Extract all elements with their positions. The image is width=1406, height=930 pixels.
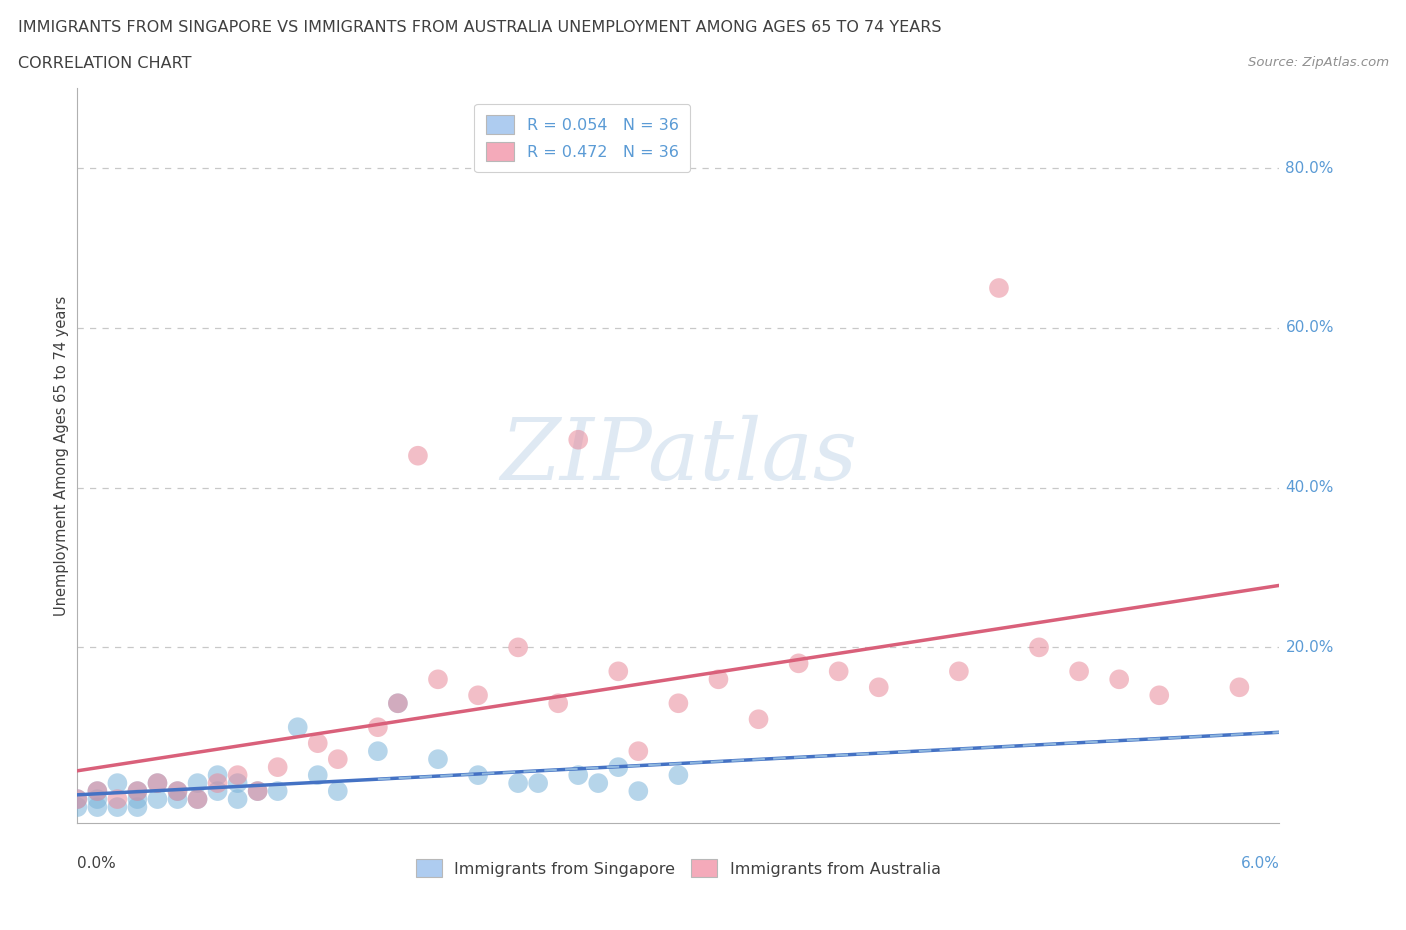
Text: Source: ZipAtlas.com: Source: ZipAtlas.com bbox=[1249, 56, 1389, 69]
Point bbox=[127, 791, 149, 806]
Point bbox=[107, 776, 129, 790]
Point bbox=[326, 751, 349, 766]
Point bbox=[367, 744, 389, 759]
Point bbox=[267, 784, 290, 799]
Point bbox=[988, 281, 1011, 296]
Point bbox=[567, 432, 589, 447]
Point bbox=[547, 696, 569, 711]
Point bbox=[307, 767, 329, 782]
Point bbox=[146, 791, 169, 806]
Text: CORRELATION CHART: CORRELATION CHART bbox=[18, 56, 191, 71]
Text: 20.0%: 20.0% bbox=[1285, 640, 1334, 655]
Point bbox=[267, 760, 290, 775]
Point bbox=[226, 791, 249, 806]
Text: IMMIGRANTS FROM SINGAPORE VS IMMIGRANTS FROM AUSTRALIA UNEMPLOYMENT AMONG AGES 6: IMMIGRANTS FROM SINGAPORE VS IMMIGRANTS … bbox=[18, 20, 942, 35]
Y-axis label: Unemployment Among Ages 65 to 74 years: Unemployment Among Ages 65 to 74 years bbox=[53, 296, 69, 616]
Point bbox=[627, 744, 650, 759]
Point bbox=[66, 800, 89, 815]
Point bbox=[107, 800, 129, 815]
Text: 0.0%: 0.0% bbox=[77, 857, 117, 871]
Point bbox=[326, 784, 349, 799]
Point bbox=[828, 664, 851, 679]
Point bbox=[166, 791, 188, 806]
Point bbox=[186, 791, 209, 806]
Legend: Immigrants from Singapore, Immigrants from Australia: Immigrants from Singapore, Immigrants fr… bbox=[408, 852, 949, 884]
Point bbox=[127, 784, 149, 799]
Point bbox=[1229, 680, 1251, 695]
Point bbox=[246, 784, 269, 799]
Point bbox=[146, 776, 169, 790]
Point bbox=[207, 767, 229, 782]
Point bbox=[387, 696, 409, 711]
Point bbox=[1149, 688, 1171, 703]
Text: 40.0%: 40.0% bbox=[1285, 480, 1334, 495]
Point bbox=[166, 784, 188, 799]
Point bbox=[186, 791, 209, 806]
Point bbox=[307, 736, 329, 751]
Text: 6.0%: 6.0% bbox=[1240, 857, 1279, 871]
Point bbox=[567, 767, 589, 782]
Point bbox=[287, 720, 309, 735]
Point bbox=[226, 767, 249, 782]
Point bbox=[66, 791, 89, 806]
Text: ZIPatlas: ZIPatlas bbox=[499, 415, 858, 497]
Point bbox=[1108, 671, 1130, 686]
Point bbox=[668, 696, 690, 711]
Point bbox=[86, 791, 108, 806]
Point bbox=[367, 720, 389, 735]
Point bbox=[467, 767, 489, 782]
Point bbox=[607, 664, 630, 679]
Point bbox=[246, 784, 269, 799]
Text: 60.0%: 60.0% bbox=[1285, 321, 1334, 336]
Point bbox=[607, 760, 630, 775]
Point bbox=[668, 767, 690, 782]
Point bbox=[207, 776, 229, 790]
Point bbox=[86, 784, 108, 799]
Point bbox=[527, 776, 550, 790]
Point bbox=[427, 751, 450, 766]
Point bbox=[1069, 664, 1091, 679]
Point bbox=[207, 784, 229, 799]
Point bbox=[948, 664, 970, 679]
Point bbox=[707, 671, 730, 686]
Point bbox=[127, 800, 149, 815]
Point bbox=[508, 640, 530, 655]
Point bbox=[406, 448, 429, 463]
Point bbox=[86, 800, 108, 815]
Point bbox=[186, 776, 209, 790]
Point bbox=[868, 680, 890, 695]
Point bbox=[1028, 640, 1050, 655]
Point bbox=[86, 784, 108, 799]
Text: 80.0%: 80.0% bbox=[1285, 161, 1334, 176]
Point bbox=[107, 791, 129, 806]
Point bbox=[66, 791, 89, 806]
Point bbox=[748, 711, 770, 726]
Point bbox=[387, 696, 409, 711]
Point bbox=[146, 776, 169, 790]
Point bbox=[127, 784, 149, 799]
Point bbox=[226, 776, 249, 790]
Point bbox=[787, 656, 810, 671]
Point bbox=[627, 784, 650, 799]
Point bbox=[166, 784, 188, 799]
Point bbox=[508, 776, 530, 790]
Point bbox=[588, 776, 610, 790]
Point bbox=[427, 671, 450, 686]
Point bbox=[467, 688, 489, 703]
